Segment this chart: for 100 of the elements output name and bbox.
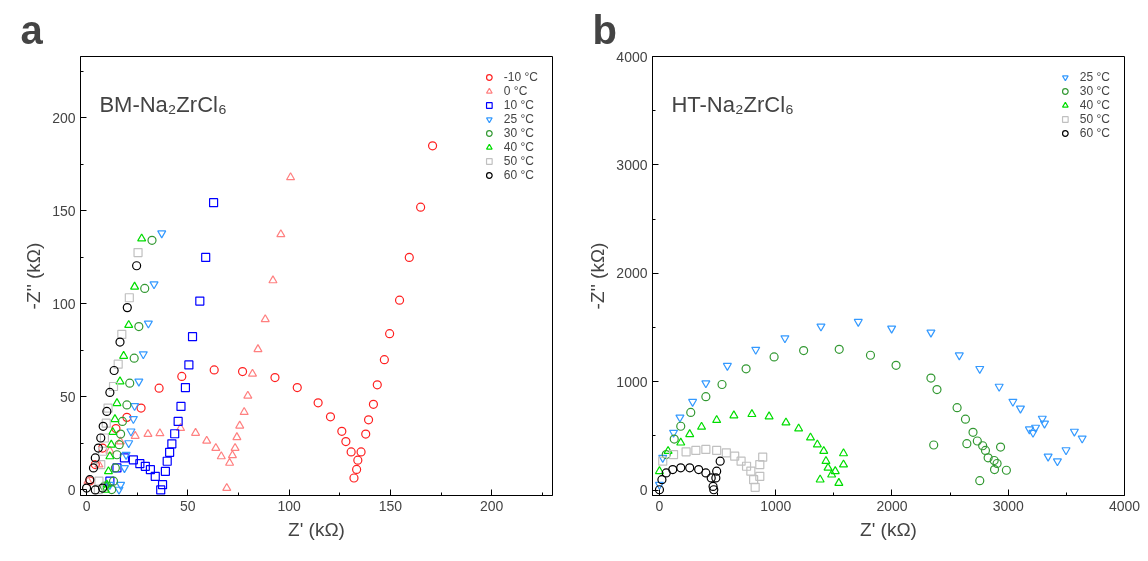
point [706,473,716,483]
point [107,484,117,495]
legend-label: 25 °C [503,112,534,126]
chart-title: b [592,7,617,52]
point [253,344,263,353]
point [729,410,739,419]
point [983,453,993,463]
point [799,345,809,356]
point [722,362,732,371]
y-tick-label: 200 [52,109,76,126]
point [292,383,302,393]
point [1052,458,1063,467]
y-tick-label: 150 [52,202,76,219]
y-tick-label: 0 [67,481,76,498]
point [352,464,362,475]
chart-title: a [20,7,44,52]
point [124,440,134,449]
legend-label: 25 °C [1079,70,1110,84]
point [176,401,186,411]
point [112,398,122,407]
point [794,423,804,432]
point [145,465,155,475]
point [184,360,194,370]
point [975,365,985,374]
point [960,414,971,424]
point [932,385,942,395]
point [140,461,150,471]
point [105,387,115,398]
point [113,359,123,369]
point [119,350,129,359]
point [668,429,679,438]
point [211,442,221,451]
point [122,412,132,422]
point [812,439,822,448]
point [688,398,698,407]
point [134,378,144,387]
point [313,398,323,408]
point [1024,426,1034,435]
legend-label: 30 °C [503,126,534,140]
point [143,428,153,438]
point [235,420,245,429]
point [676,463,686,473]
point [865,350,876,360]
point [830,466,840,475]
point [268,275,278,284]
legend-label: 40 °C [503,140,534,154]
point [750,482,760,492]
point [361,429,371,439]
point [758,452,768,462]
legend-label: 40 °C [1079,98,1110,112]
y-tick-label: 1000 [616,373,648,390]
point [701,380,711,389]
point [926,329,936,338]
point [208,198,219,208]
point [891,360,901,370]
point [222,482,232,491]
point [954,352,964,361]
point [133,247,143,258]
point [1061,447,1071,456]
point [746,466,756,476]
point [165,447,175,457]
point [711,473,721,483]
point [815,474,825,483]
point [654,466,665,475]
legend-label: 10 °C [503,98,534,112]
point [962,439,972,449]
point [132,261,142,271]
point [128,455,138,465]
point [838,459,849,468]
point [781,417,791,426]
x-tick-label: 0 [655,497,664,514]
point [994,383,1004,392]
point [276,229,286,238]
point [805,432,816,441]
point [156,485,166,495]
point [709,485,719,495]
point [712,466,722,476]
legend-label: 50 °C [503,154,534,168]
point [138,351,148,360]
point [167,439,177,449]
point [1043,453,1053,462]
point [140,283,150,294]
x-tick-label: 100 [277,497,302,514]
point [135,459,145,469]
legend-label: 60 °C [1079,126,1110,140]
point [116,429,126,439]
point [160,466,170,476]
point [363,415,374,425]
point [115,337,125,347]
point [717,379,727,390]
point [137,233,147,242]
point [129,402,140,412]
point [117,416,128,427]
point [325,412,336,422]
legend-label: 0 °C [503,84,528,98]
point [669,434,679,444]
point [128,415,138,425]
legend-label: -10 °C [503,70,538,84]
y-tick-label: 3000 [616,156,648,173]
point [929,440,939,450]
